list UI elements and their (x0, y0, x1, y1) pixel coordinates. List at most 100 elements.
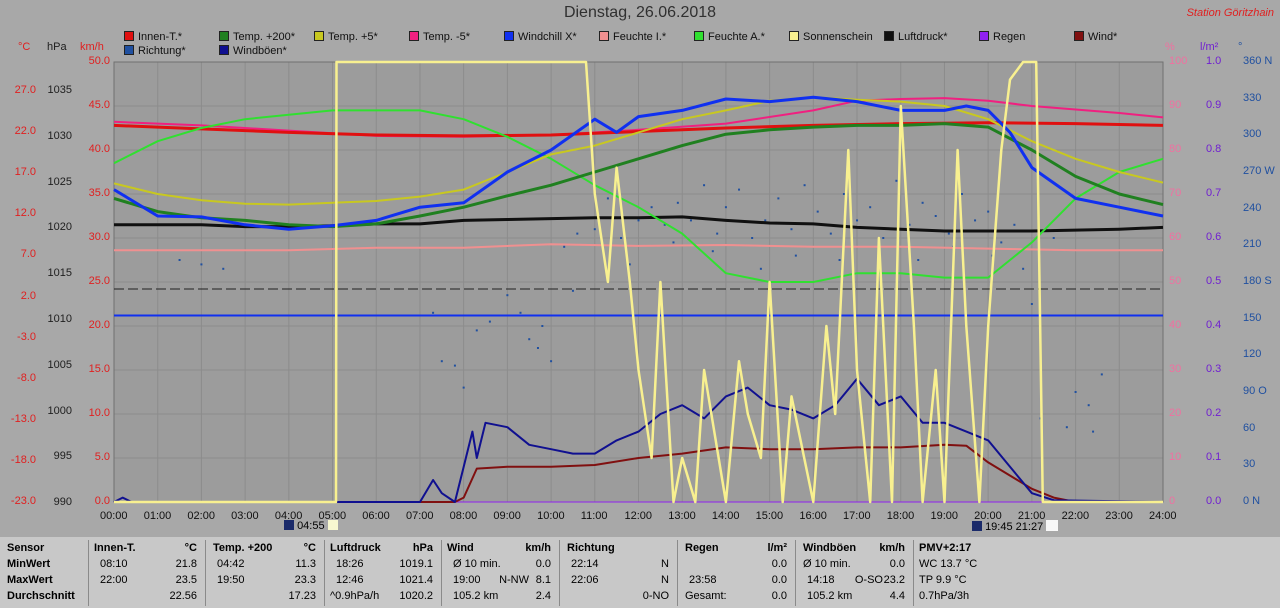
series-line-sonnenschein (114, 60, 1163, 504)
legend-entry[interactable]: Windböen* (219, 45, 287, 57)
legend-swatch (124, 45, 134, 55)
col-richtung: Richtung 22:14 N 22:06 N 0-NO (559, 540, 678, 606)
time-axis-tick: 15:00 (755, 510, 784, 522)
legend-entry[interactable]: Temp. -5* (409, 31, 470, 43)
legend-entry[interactable]: Wind* (1074, 31, 1117, 43)
legend-entry[interactable]: Temp. +5* (314, 31, 378, 43)
wind-axis-tick: 25.0 (88, 275, 110, 287)
time-axis-tick: 03:00 (231, 510, 259, 522)
wind-direction-point (1013, 223, 1016, 226)
wind-axis-tick: 50.0 (88, 55, 110, 67)
wind-direction-point (816, 210, 819, 213)
deg-axis-tick: 90 O (1243, 385, 1267, 397)
wind-direction-point (462, 386, 465, 389)
legend-swatch (504, 31, 514, 41)
legend-entry[interactable]: Temp. +200* (219, 31, 295, 43)
pmv-trend: 0.7hPa/3h (919, 590, 970, 602)
legend-entry[interactable]: Feuchte A.* (694, 31, 765, 43)
legend-entry[interactable]: Innen-T.* (124, 31, 182, 43)
wind-header: Wind (447, 542, 474, 554)
hpa-axis-tick: 1020 (47, 221, 72, 234)
time-axis-tick: 13:00 (668, 510, 696, 522)
wind-direction-point (1087, 404, 1090, 407)
wind-direction-point (869, 206, 872, 209)
temp-axis-tick: 27.0 (14, 84, 36, 96)
wind-direction-point (947, 232, 950, 235)
wind-direction-point (453, 364, 456, 367)
wind-max-dir: N-NW (499, 574, 529, 586)
deg-axis-tick: 30 (1243, 458, 1256, 471)
time-axis-tick: 24:00 (1149, 510, 1177, 522)
wind-axis-tick: 5.0 (94, 451, 110, 463)
axis-unit-rain: l/m² (1200, 41, 1219, 53)
rain-axis-tick: 0.3 (1206, 363, 1222, 375)
axis-unit-hpa: hPa (47, 41, 67, 53)
regen-total-label: Gesamt: (685, 590, 727, 602)
windboen-max-val: 23.2 (883, 574, 905, 586)
luftdruck-unit: hPa (412, 542, 433, 554)
col-sensor: Sensor MinWert MaxWert Durchschnitt (0, 540, 89, 606)
series-line-luftdruck (114, 215, 1164, 233)
wind-direction-point (974, 219, 977, 222)
sunset-time: 21:27 (1015, 521, 1044, 533)
pct-axis-tick: 0 (1169, 495, 1176, 507)
legend-entry[interactable]: Luftdruck* (884, 31, 948, 43)
time-axis-tick: 04:00 (274, 510, 303, 522)
legend-entry[interactable]: Windchill X* (504, 31, 577, 43)
wind-direction-point (987, 210, 990, 213)
wind-direction-point (620, 237, 623, 239)
pct-axis-tick: 20 (1169, 407, 1182, 419)
deg-axis-tick: 180 S (1243, 275, 1272, 287)
col-innen: Innen-T. °C 08:10 21.8 22:00 23.5 22.56 (88, 540, 206, 606)
innen-header: Innen-T. (94, 542, 136, 554)
wind-axis-tick: 45.0 (88, 99, 110, 111)
sunset-icon (1046, 520, 1059, 531)
hpa-axis-tick: 1010 (47, 313, 72, 325)
row-label-min: MinWert (7, 558, 51, 570)
luftdruck-trend: ^0.9hPa/h (330, 590, 380, 602)
rain-axis-tick: 0.5 (1206, 275, 1222, 287)
col-windboen: Windböen km/h Ø 10 min. 0.0 14:18 O-SO 23.2 … (795, 540, 914, 606)
wind-direction-point (921, 201, 924, 204)
deg-axis-tick: 330 (1243, 91, 1262, 104)
legend-entry[interactable]: Sonnenschein (789, 31, 873, 43)
legend-entry[interactable]: Feuchte I.* (599, 31, 666, 43)
innen-avg-val: 22.56 (169, 590, 197, 602)
windboen-avg-val: 4.4 (889, 590, 905, 602)
chart-plot (113, 60, 1164, 504)
legend-label: Wind* (1088, 31, 1118, 43)
legend-swatch (884, 31, 894, 41)
sensor-header: Sensor (7, 542, 45, 554)
legend-entry[interactable]: Regen (979, 31, 1025, 43)
luftdruck-avg-val: 1020.2 (399, 590, 433, 602)
wind-direction-point (842, 193, 845, 195)
temp-header: Temp. +200 (213, 542, 273, 554)
wind-direction-point (676, 201, 679, 204)
sun-icon (327, 520, 338, 530)
pct-axis-tick: 100 (1169, 55, 1188, 67)
wind-direction-point (960, 193, 963, 195)
wind-direction-point (541, 325, 544, 327)
richtung-max-time: 22:06 (571, 574, 599, 586)
time-axis-tick: 21:00 (1017, 510, 1046, 522)
wind-direction-point (519, 311, 522, 314)
windboen-max-dir: O-SO (854, 574, 883, 586)
series-line-feuchte-i (114, 243, 1163, 252)
time-axis-tick: 09:00 (493, 510, 521, 522)
temp-min-val: 11.3 (295, 558, 316, 570)
wind-unit: km/h (525, 542, 551, 554)
wind-direction-point (703, 184, 706, 187)
richtung-min-val: N (661, 558, 669, 570)
innen-min-time: 08:10 (100, 558, 128, 570)
wind-direction-point (563, 245, 566, 248)
legend-label: Luftdruck* (898, 31, 948, 43)
wind-avg-val: 2.4 (535, 590, 551, 602)
legend-entry[interactable]: Richtung* (124, 45, 186, 57)
hpa-axis-tick: 1000 (47, 404, 72, 417)
wind-direction-point (440, 360, 443, 363)
richtung-max-val: N (661, 574, 669, 586)
moon-phase-icon (972, 521, 982, 531)
col-regen: Regen l/m² 0.0 23:58 0.0 Gesamt: 0.0 (677, 540, 796, 606)
temp-axis-tick: 12.0 (14, 207, 36, 220)
wind-direction-point (432, 311, 435, 314)
